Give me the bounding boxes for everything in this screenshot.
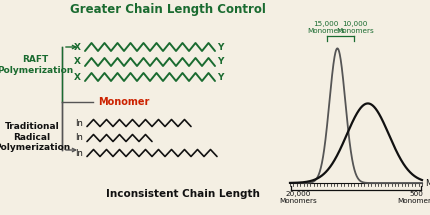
Text: 15,000
Monomers: 15,000 Monomers [307, 21, 344, 34]
Text: X: X [74, 72, 81, 81]
Text: Inconsistent Chain Length: Inconsistent Chain Length [106, 189, 259, 199]
Text: In: In [75, 118, 83, 127]
Text: In: In [75, 149, 83, 158]
Text: Y: Y [216, 43, 223, 52]
Text: 500
Monomers: 500 Monomers [396, 191, 430, 204]
Text: Greater Chain Length Control: Greater Chain Length Control [70, 3, 265, 16]
Text: Monomer: Monomer [98, 97, 149, 107]
Text: RAFT
Polymerization: RAFT Polymerization [0, 55, 73, 75]
Text: Y: Y [216, 72, 223, 81]
Text: Y: Y [216, 57, 223, 66]
Text: X: X [74, 57, 81, 66]
Text: 20,000
Monomers: 20,000 Monomers [279, 191, 316, 204]
Text: X: X [74, 43, 81, 52]
Text: 10,000
Monomers: 10,000 Monomers [336, 21, 373, 34]
Text: MW: MW [424, 178, 430, 187]
Text: Traditional
Radical
Polymerization: Traditional Radical Polymerization [0, 122, 70, 152]
Text: In: In [75, 134, 83, 143]
